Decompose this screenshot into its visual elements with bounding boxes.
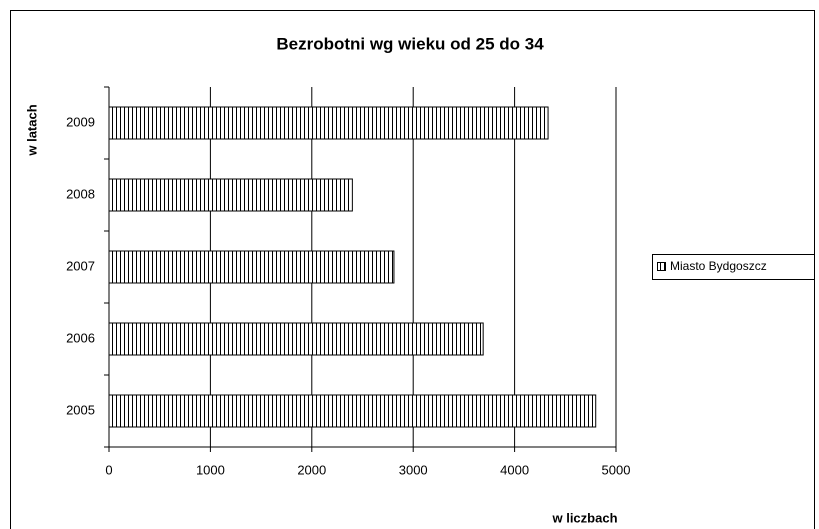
x-tick-label: 4000: [500, 462, 529, 477]
x-tick-label: 5000: [602, 462, 631, 477]
bar: [108, 178, 353, 212]
y-tick-label: 2008: [66, 186, 95, 201]
y-tick-label: 2005: [66, 402, 95, 417]
x-axis-label: w liczbach: [551, 510, 617, 525]
x-tick-label: 3000: [399, 462, 428, 477]
x-tick-label: 2000: [297, 462, 326, 477]
chart-title: Bezrobotni wg wieku od 25 do 34: [276, 34, 544, 53]
bar: [108, 106, 549, 140]
bar: [108, 250, 395, 284]
legend-swatch: [657, 262, 666, 271]
legend-label: Miasto Bydgoszcz: [670, 259, 767, 273]
x-tick-label: 1000: [196, 462, 225, 477]
bar: [108, 322, 484, 356]
bar: [108, 394, 597, 428]
y-axis-label: w latach: [24, 104, 39, 156]
y-tick-label: 2006: [66, 330, 95, 345]
legend-box: [652, 254, 815, 280]
y-tick-label: 2009: [66, 114, 95, 129]
x-tick-label: 0: [105, 462, 112, 477]
y-tick-label: 2007: [66, 258, 95, 273]
